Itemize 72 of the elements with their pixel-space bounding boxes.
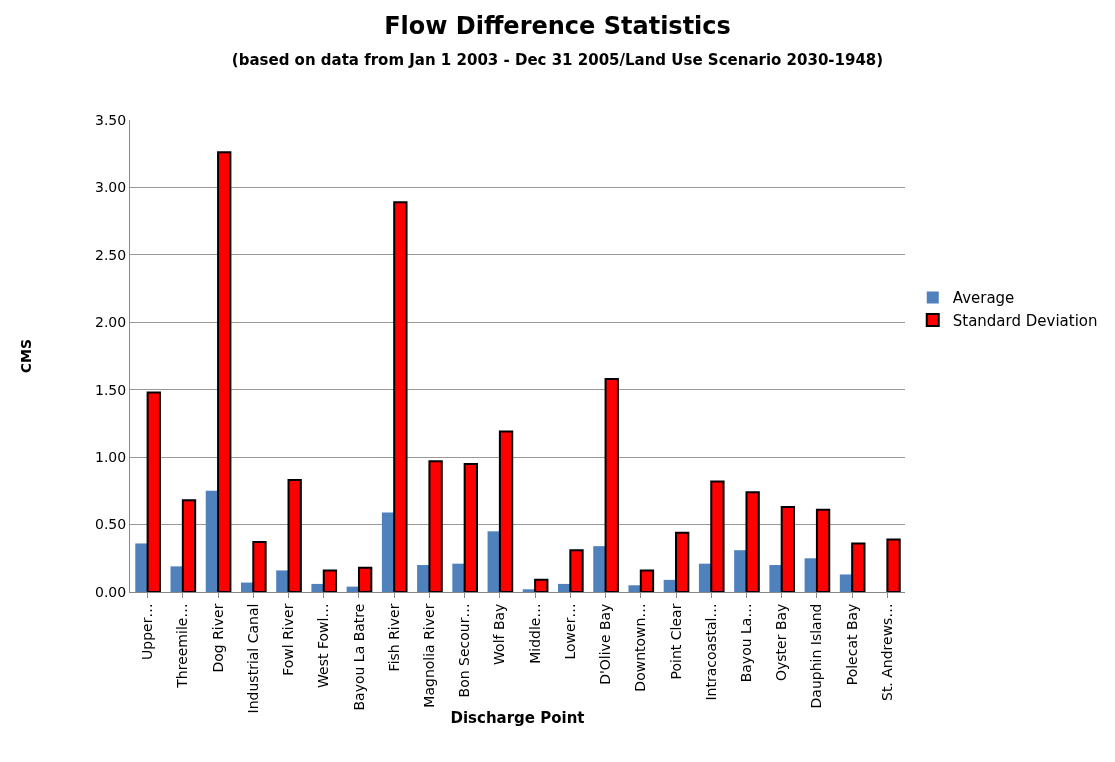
- legend-label: Standard Deviation: [952, 311, 1098, 330]
- x-tick-label: Wolf Bay: [491, 603, 508, 665]
- bar: [463, 462, 478, 592]
- bar: [428, 460, 443, 592]
- bar: [769, 565, 782, 592]
- x-tick-label: Downtown…: [632, 603, 649, 692]
- x-tick-label: Magnolia River: [420, 603, 437, 708]
- bar: [135, 543, 148, 592]
- x-tick-label: West Fowl…: [315, 603, 332, 688]
- bar: [381, 512, 395, 592]
- bar: [886, 538, 901, 592]
- bar: [534, 578, 549, 592]
- y-tick-label: 3.50: [95, 111, 127, 128]
- x-tick-label: St. Andrews…: [878, 603, 895, 702]
- x-tick-label: Bayou La…: [738, 603, 755, 683]
- bar: [276, 570, 289, 592]
- chart-title: Flow Difference Statistics: [384, 12, 731, 41]
- chart-subtitle: (based on data from Jan 1 2003 - Dec 31 2005/Land Use Scenario 2030-1948): [231, 51, 884, 70]
- y-tick-label: 0.00: [95, 583, 127, 600]
- x-tick-label: Fish River: [385, 603, 402, 672]
- bar: [357, 566, 373, 592]
- bar: [287, 479, 302, 592]
- x-tick-label: Lower…: [561, 603, 578, 660]
- bar: [311, 583, 324, 592]
- bar: [675, 531, 690, 592]
- bar: [780, 506, 796, 592]
- x-tick-label: Threemile…: [174, 603, 191, 689]
- x-tick-label: Bayou La Batre: [350, 603, 367, 711]
- x-tick-label: Bon Secour…: [456, 603, 473, 698]
- y-tick-label: 0.50: [95, 516, 127, 533]
- bar: [604, 377, 619, 592]
- x-axis-title: Discharge Point: [450, 709, 585, 728]
- y-tick-label: 1.50: [95, 381, 127, 398]
- bar: [710, 480, 725, 592]
- bar: [851, 542, 866, 592]
- x-tick-label: Oyster Bay: [773, 603, 790, 681]
- bar: [734, 550, 747, 592]
- bar: [170, 566, 183, 592]
- bar: [745, 491, 760, 592]
- x-tick-label: Middle…: [526, 603, 543, 664]
- x-tick-label: Dauphin Island: [808, 603, 825, 709]
- y-tick-label: 3.00: [95, 179, 127, 196]
- bar: [569, 549, 584, 592]
- bar: [639, 569, 655, 592]
- y-tick-label: 1.00: [95, 449, 127, 466]
- bar: [498, 430, 514, 592]
- bar: [181, 499, 197, 592]
- bar: [322, 569, 338, 592]
- bar: [146, 391, 161, 592]
- legend-label: Average: [952, 289, 1015, 308]
- bar: [815, 508, 831, 592]
- y-tick-label: 2.00: [95, 314, 127, 331]
- bar: [393, 201, 408, 592]
- x-tick-label: Dog River: [209, 603, 226, 673]
- bar: [804, 558, 817, 592]
- bar: [839, 574, 853, 592]
- bar: [522, 589, 536, 592]
- x-tick-label: Industrial Canal: [244, 603, 261, 714]
- bar: [252, 541, 267, 592]
- bar: [217, 151, 232, 592]
- x-tick-label: Fowl River: [280, 603, 297, 676]
- x-tick-label: Point Clear: [667, 603, 684, 680]
- bar: [593, 546, 606, 592]
- bar: [628, 585, 641, 592]
- y-tick-label: 2.50: [95, 246, 127, 263]
- x-tick-label: Intracoastal…: [702, 603, 719, 701]
- x-tick-label: D'Olive Bay: [597, 603, 614, 685]
- y-axis-title: CMS: [17, 338, 34, 374]
- bar: [452, 563, 465, 592]
- bar: [487, 531, 500, 592]
- x-tick-label: Upper…: [139, 603, 156, 660]
- x-tick-label: Polecat Bay: [843, 603, 860, 686]
